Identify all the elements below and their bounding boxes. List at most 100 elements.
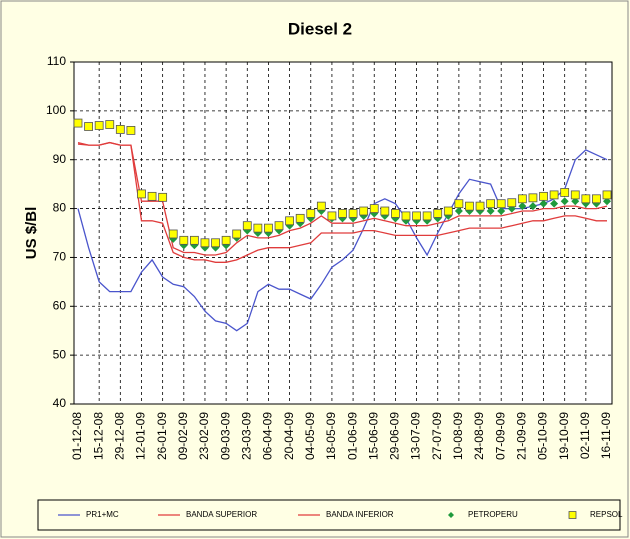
x-tick-label: 09-02-09 bbox=[176, 412, 190, 460]
square-marker bbox=[401, 211, 411, 221]
x-tick-label: 02-11-09 bbox=[578, 412, 592, 459]
square-marker bbox=[348, 209, 358, 218]
square-marker bbox=[422, 211, 432, 221]
square-marker bbox=[115, 125, 125, 134]
square-marker bbox=[496, 199, 506, 209]
diamond-marker bbox=[539, 199, 548, 208]
x-tick-label: 01-12-08 bbox=[70, 412, 84, 460]
square-marker bbox=[264, 223, 273, 233]
square-marker bbox=[242, 221, 252, 231]
x-tick-label: 05-10-09 bbox=[536, 412, 550, 460]
x-tick-label: 10-08-09 bbox=[451, 412, 465, 460]
square-marker bbox=[581, 194, 591, 204]
x-tick-label: 29-06-09 bbox=[388, 412, 402, 460]
square-marker bbox=[433, 209, 443, 218]
diamond-marker bbox=[518, 202, 527, 211]
square-marker bbox=[211, 238, 220, 248]
x-tick-label: 21-09-09 bbox=[515, 412, 529, 460]
diamond-marker bbox=[454, 207, 463, 216]
y-tick-label: 50 bbox=[53, 347, 67, 361]
square-marker bbox=[486, 199, 496, 209]
square-marker bbox=[137, 189, 146, 199]
square-marker bbox=[94, 121, 104, 130]
y-tick-label: 40 bbox=[53, 396, 67, 410]
square-marker bbox=[306, 209, 316, 218]
square-marker bbox=[359, 206, 369, 216]
legend-label: PR1+MC bbox=[86, 510, 119, 519]
square-marker bbox=[73, 118, 83, 128]
x-tick-label: 27-07-09 bbox=[430, 412, 444, 460]
square-marker bbox=[295, 213, 305, 223]
square-marker bbox=[168, 229, 178, 239]
series-line bbox=[77, 141, 608, 256]
diamond-marker bbox=[550, 199, 559, 208]
square-marker bbox=[517, 194, 527, 204]
square-marker bbox=[528, 193, 538, 203]
x-tick-label: 23-03-09 bbox=[239, 412, 253, 460]
legend-label: BANDA SUPERIOR bbox=[186, 510, 257, 519]
square-marker bbox=[570, 190, 580, 200]
x-tick-label: 16-11-09 bbox=[599, 412, 613, 459]
square-marker bbox=[327, 211, 337, 221]
y-axis-label: US $/Bl bbox=[23, 207, 40, 260]
square-marker bbox=[380, 206, 390, 216]
square-marker bbox=[274, 221, 284, 231]
square-marker bbox=[507, 198, 517, 208]
legend-label: PETROPERU bbox=[468, 510, 518, 519]
x-tick-label: 24-08-09 bbox=[472, 412, 486, 460]
legend-swatch bbox=[448, 512, 454, 518]
square-marker bbox=[105, 120, 115, 129]
chart-title: Diesel 2 bbox=[288, 19, 352, 38]
square-marker bbox=[232, 229, 242, 239]
legend-label: REPSOL bbox=[590, 510, 623, 519]
square-marker bbox=[390, 209, 400, 218]
x-tick-label: 15-12-08 bbox=[91, 412, 105, 460]
y-tick-label: 70 bbox=[53, 250, 67, 264]
y-tick-label: 80 bbox=[53, 201, 67, 215]
square-marker bbox=[443, 206, 453, 216]
series-line bbox=[77, 149, 608, 332]
square-marker bbox=[200, 238, 210, 248]
square-marker bbox=[179, 235, 189, 245]
x-tick-label: 07-09-09 bbox=[493, 412, 507, 460]
square-marker bbox=[412, 211, 421, 221]
x-tick-label: 13-07-09 bbox=[409, 412, 423, 460]
x-tick-label: 01-06-09 bbox=[345, 412, 359, 460]
square-marker bbox=[338, 209, 347, 218]
square-marker bbox=[475, 201, 485, 211]
x-tick-label: 19-10-09 bbox=[557, 412, 571, 460]
square-marker bbox=[221, 235, 231, 245]
y-tick-label: 90 bbox=[53, 152, 67, 166]
y-tick-label: 110 bbox=[47, 54, 66, 68]
square-marker bbox=[539, 191, 548, 201]
square-marker bbox=[602, 190, 612, 200]
y-tick-label: 100 bbox=[46, 103, 66, 117]
x-tick-label: 15-06-09 bbox=[366, 412, 380, 460]
square-marker bbox=[285, 216, 295, 226]
square-marker bbox=[158, 192, 168, 202]
diamond-marker bbox=[528, 202, 537, 211]
x-tick-label: 26-01-09 bbox=[155, 412, 169, 460]
square-marker bbox=[147, 191, 157, 201]
square-marker bbox=[369, 204, 379, 213]
square-marker bbox=[189, 235, 199, 245]
x-tick-label: 29-12-08 bbox=[112, 412, 126, 460]
square-marker bbox=[592, 194, 601, 204]
series-line bbox=[77, 141, 607, 263]
x-tick-label: 06-04-09 bbox=[261, 412, 275, 460]
square-marker bbox=[84, 122, 93, 131]
x-tick-label: 23-02-09 bbox=[197, 412, 211, 460]
x-tick-label: 09-03-09 bbox=[218, 412, 232, 460]
legend bbox=[37, 499, 621, 531]
x-tick-label: 20-04-09 bbox=[282, 412, 296, 460]
legend-swatch bbox=[568, 511, 577, 519]
square-marker bbox=[454, 199, 464, 209]
y-tick-label: 60 bbox=[53, 298, 67, 312]
square-marker bbox=[253, 223, 263, 233]
square-marker bbox=[560, 188, 570, 197]
x-tick-label: 04-05-09 bbox=[303, 412, 317, 460]
square-marker bbox=[549, 190, 559, 200]
